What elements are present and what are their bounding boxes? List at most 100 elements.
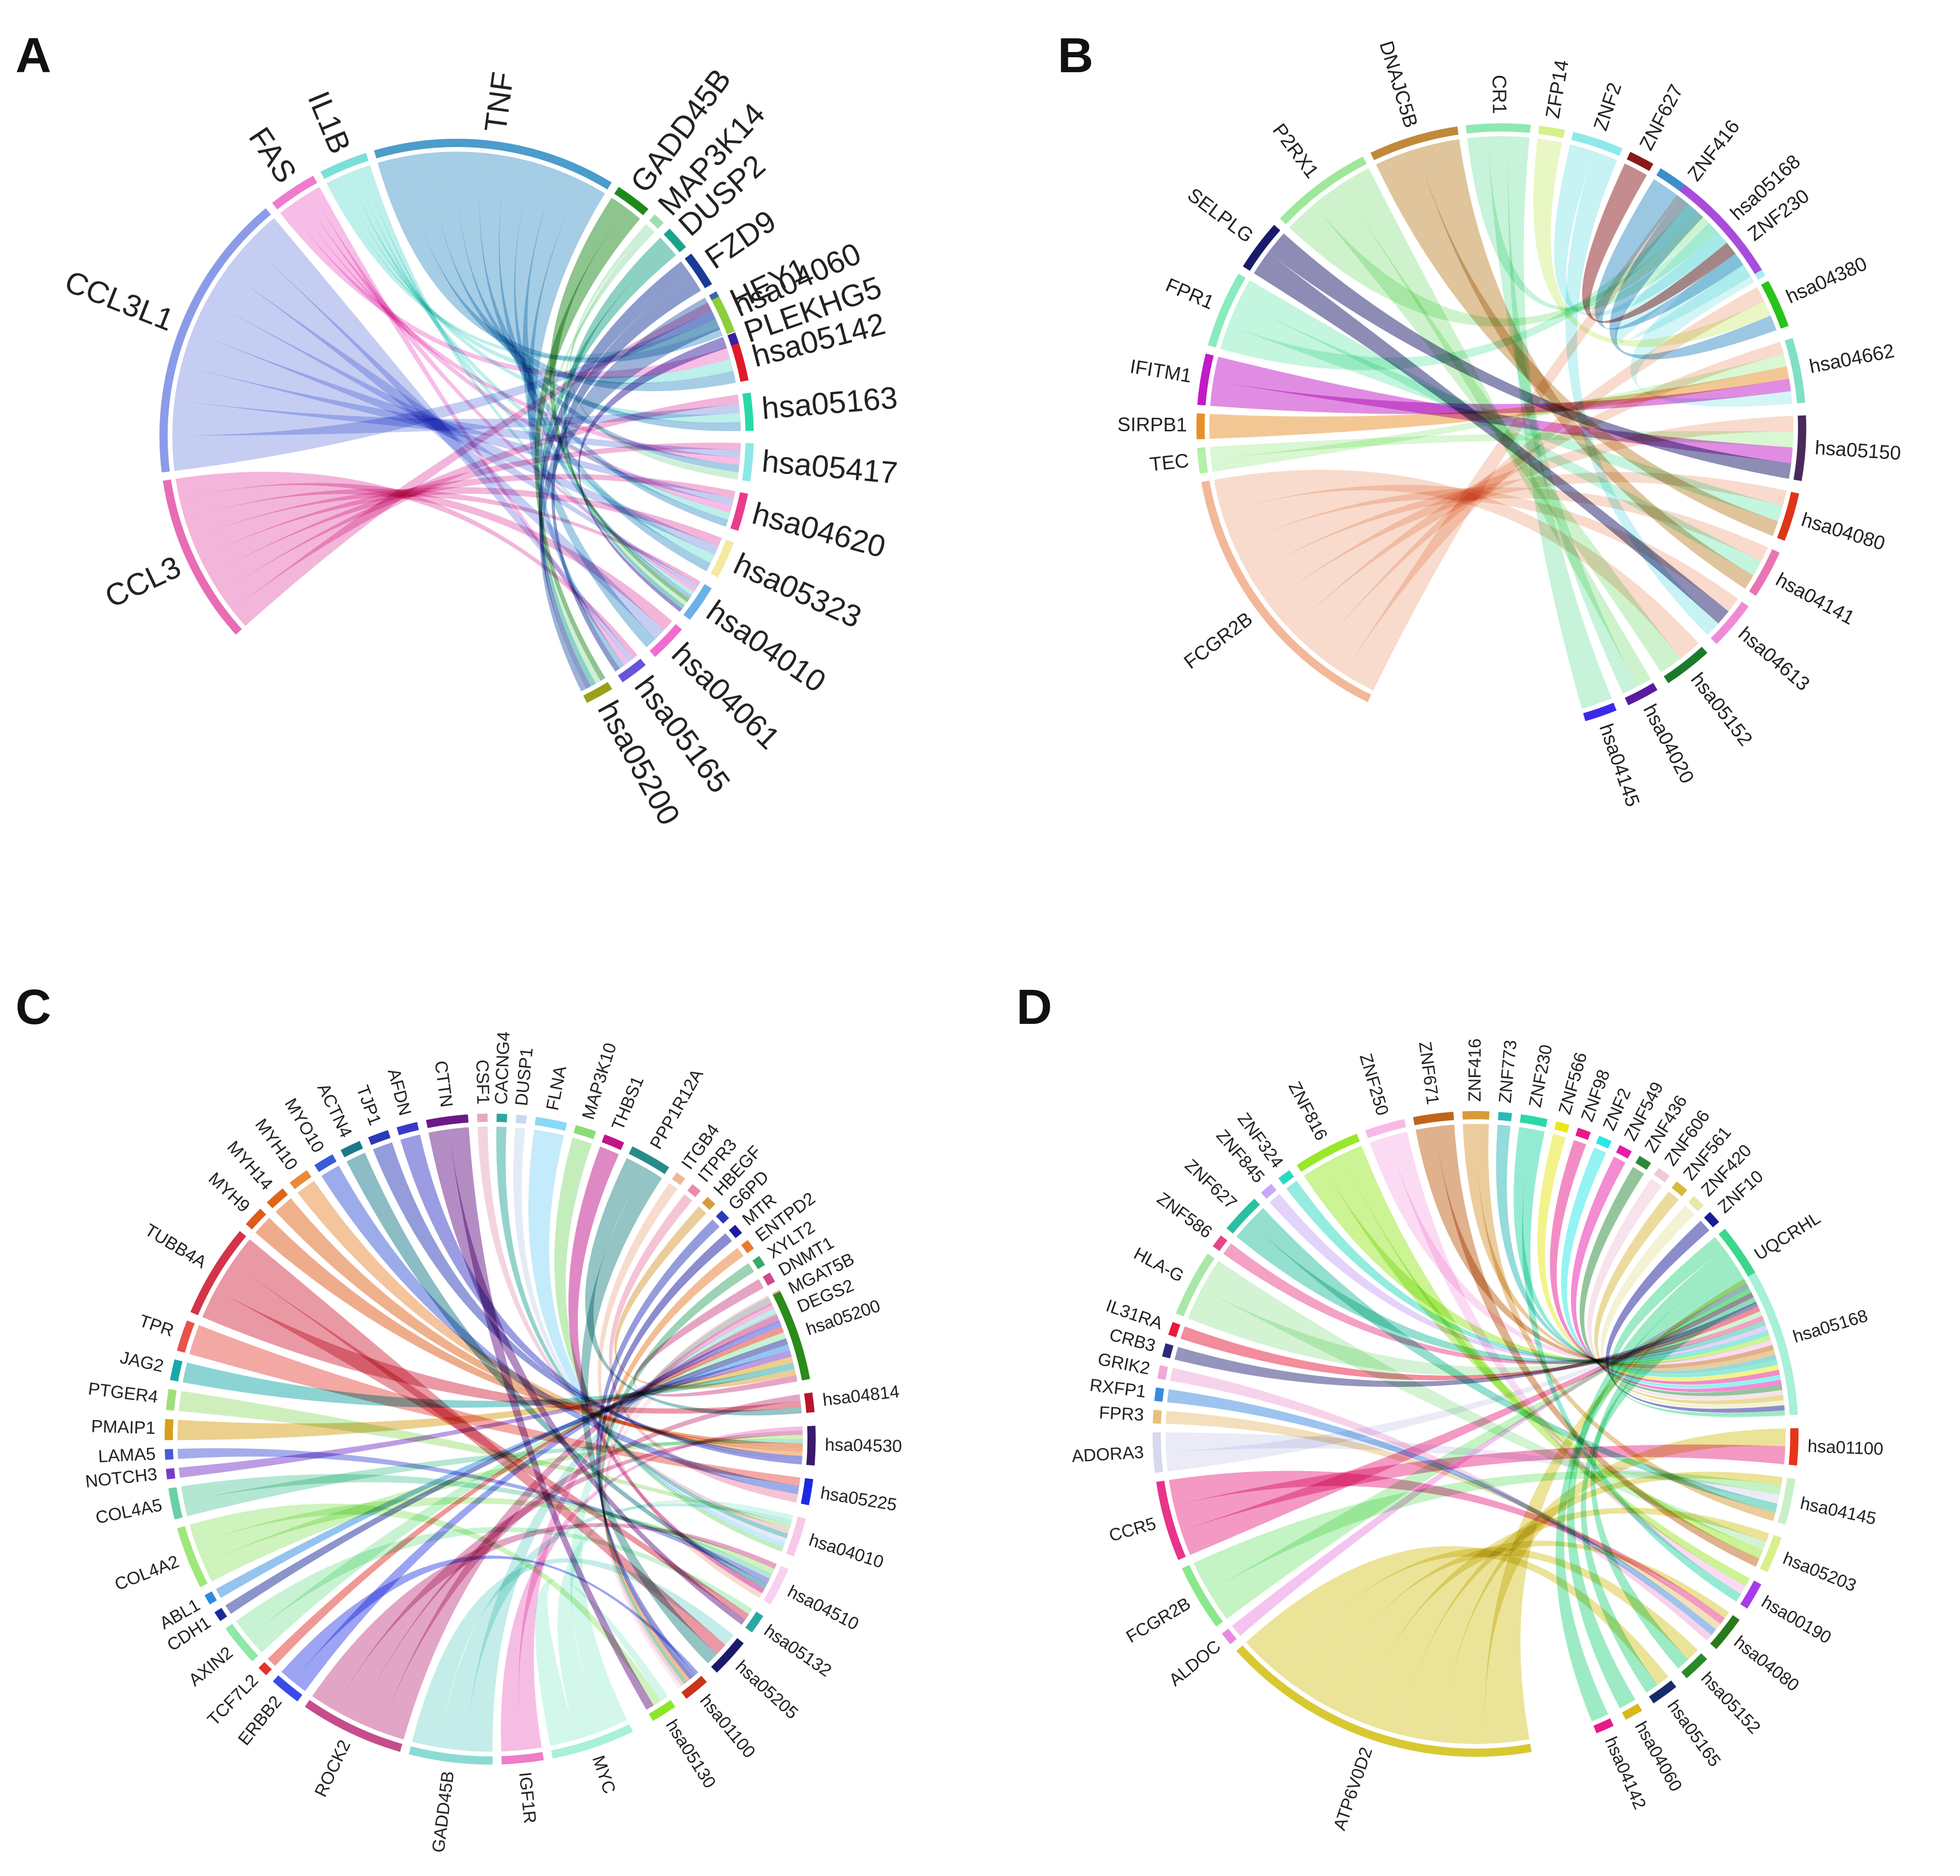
panel-c-gene-arc-dusp1 [515, 1115, 527, 1124]
panel-c-gene-arc-ptger4 [166, 1389, 177, 1411]
panel-d-gene-arc-crb3 [1162, 1343, 1174, 1359]
panel-d-gene-arc-znf773 [1498, 1112, 1512, 1121]
panel-c-pathway-arc-hsa04510 [763, 1565, 789, 1605]
panel-b-chord-sirpb1-hsa04662 [1209, 366, 1789, 439]
panel-a-pathway-arc-hsa04061 [650, 624, 682, 657]
panel-d-chord-atp6v0d2-hsa05152 [1278, 1547, 1698, 1699]
panel-c-chord-tubb4a-hsa04814 [202, 1290, 801, 1414]
panel-c-gene-arc-entpd2 [741, 1239, 754, 1253]
panel-d-gene-arc-znf549 [1616, 1145, 1632, 1159]
panel-c-chord-cttn-hsa05130 [448, 1127, 654, 1710]
panel-a-pathway-arc-hsa04060 [711, 296, 735, 335]
panel-c-gene-arc-itpr3 [687, 1184, 701, 1197]
panel-c-chord-ptger4-hsa04010 [179, 1391, 791, 1529]
panel-d-gene-arc-aldoc [1222, 1628, 1237, 1644]
panel-c-pathway-arc-hsa05130 [649, 1700, 675, 1721]
panel-d-pathway-arc-hsa05152 [1681, 1653, 1707, 1678]
panel-b-pathway-arc-hsa05150 [1793, 415, 1806, 481]
panel-c-gene-arc-hbegf [702, 1197, 716, 1210]
panel-a-pathway-arc-hsa05142 [731, 343, 749, 382]
panel-c-chord-erbb2-hsa01100 [281, 1555, 699, 1682]
panel-a-chord-ccl3-hsa04620 [200, 474, 736, 576]
panel-c-pathway-arc-hsa04814 [804, 1392, 815, 1413]
panel-b-gene-arc-selplg [1243, 224, 1281, 271]
panel-c-gene-arc-cdh1 [214, 1608, 228, 1621]
panel-d-chord-uqcrhl-hsa05152 [1591, 1275, 1750, 1669]
panel-c-gene-arc-g6pd [716, 1210, 730, 1224]
panel-d-chord-adora3-hsa05168 [1166, 1297, 1756, 1472]
panel-a-pathway-arc-hsa05323 [710, 540, 734, 578]
panel-c-gene-arc-col4a2 [177, 1526, 208, 1588]
panel-c-pathway-arc-hsa05200 [772, 1291, 811, 1381]
panel-c-chords [177, 1127, 803, 1752]
panel-a-gene-arc-plekhg5 [727, 332, 739, 347]
panel-d-gene-arc-znf606 [1654, 1168, 1670, 1183]
panel-c-chord-map3k10-hsa04010 [554, 1137, 784, 1552]
panel-c-gene-arc-actn4 [341, 1140, 363, 1157]
panel-c-gene-arc-myh9 [246, 1209, 266, 1230]
panel-a-chord-hey1-hsa05200 [539, 297, 720, 692]
panel-d-pathway-arc-hsa04142 [1593, 1718, 1614, 1734]
panel-a-chord-gadd45b-hsa05200 [534, 207, 640, 681]
panel-c-gene-arc-abl1 [204, 1591, 217, 1605]
panel-a-gene-arc-ccl3 [163, 479, 242, 635]
panel-a-chord-tnf-hsa05323 [498, 156, 711, 572]
panel-c-gene-arc-myh10 [289, 1170, 312, 1189]
panel-b-pathway-arc-hsa04380 [1761, 281, 1789, 329]
panel-d-chord-znf671-hsa05168 [1415, 1127, 1774, 1368]
panel-c-gene-arc-erbb2 [272, 1675, 303, 1702]
panel-d-gene-label: ADORA3 [1071, 1443, 1144, 1466]
panel-a-chords [172, 152, 741, 692]
panel-b-chord-cr1-hsa04020 [1488, 136, 1638, 694]
panel-b-pathway-arc-hsa05168 [1680, 185, 1762, 274]
panel-d-chord-atp6v0d2-hsa01100 [1440, 1428, 1786, 1744]
panel-c-gene-arc-dnmt1 [763, 1273, 775, 1286]
panel-d-gene-arc-fcgr2b [1181, 1564, 1223, 1627]
panel-d-chord-ccr5-hsa01100 [1174, 1444, 1786, 1531]
panel-c-chord-mtr-hsa01100 [598, 1233, 732, 1679]
panel-a-chord-tnf-hsa04060 [377, 156, 723, 363]
panel-d-gene-arc-atp6v0d2 [1236, 1645, 1532, 1757]
panel-d-chord-adora3-hsa04145 [1165, 1432, 1780, 1504]
panel-a-gene-arc-gadd45b [614, 187, 649, 216]
panel-d-chord-atp6v0d2-hsa05203 [1354, 1508, 1770, 1734]
panel-d-chord-znf324-hsa05168 [1286, 1180, 1770, 1364]
panel-a-chord-ccl3l1-hsa05417 [174, 365, 741, 458]
panel-d-gene-arc-hla-g [1176, 1253, 1214, 1317]
panel-b-pathway-arc-hsa04145 [1583, 703, 1617, 722]
panel-b-gene-arc-fpr1 [1208, 273, 1246, 348]
panel-a-letter: A [15, 28, 51, 83]
panel-a-gene-arc-il1b [320, 153, 369, 180]
panel-b-gene-arc-cr1 [1466, 123, 1531, 134]
panel-d-pathway-arc-hsa05203 [1760, 1535, 1781, 1573]
panel-c-chord-myc-hsa05200 [570, 1297, 772, 1731]
panel-b-chord-ifitm1-hsa04662 [1210, 379, 1791, 415]
panel-b-gene-arc-tec [1197, 447, 1208, 474]
panel-b-chord-fcgr2b-hsa05168 [1343, 194, 1688, 691]
panel-c-pathway-arc-hsa01100 [681, 1675, 707, 1699]
panel-a-pathway-arc-hsa05165 [618, 658, 646, 682]
panel-c-gene-label: CSF1 [472, 1059, 493, 1105]
panel-c-chord-entpd2-hsa01100 [600, 1248, 744, 1682]
panel-c-chord-tubb4a-hsa05205 [231, 1239, 726, 1655]
panel-c-gene-arc-axin2 [225, 1623, 258, 1661]
panel-a-pathway-arc-hsa04010 [683, 584, 712, 620]
panel-c-pathway-arc-hsa04010 [786, 1516, 806, 1557]
panel-d-chord-hla-g-hsa05203 [1201, 1261, 1767, 1551]
panel-c-chord-lama5-hsa04510 [177, 1448, 770, 1584]
panel-b-pathway-arc-hsa04020 [1625, 682, 1658, 706]
panel-c-gene-arc-jag2 [170, 1359, 183, 1382]
panel-d-chord-atp6v0d2-hsa04145 [1396, 1472, 1783, 1742]
panel-b-gene-label: CR1 [1488, 75, 1510, 114]
panel-b-chord-zfp14-hsa04380 [1533, 138, 1771, 347]
panel-d-gene-arc-il31ra [1168, 1322, 1180, 1337]
panel-b-pathway-arc-hsa04613 [1710, 601, 1749, 644]
panel-c-gene-arc-col4a5 [168, 1487, 183, 1520]
panel-c-gene-arc-myc [551, 1724, 633, 1759]
panel-c-pathway-arc-hsa04530 [806, 1426, 816, 1466]
panel-c-chord-jag2-hsa05200 [183, 1362, 795, 1408]
panel-d-gene-arc-adora3 [1153, 1432, 1163, 1473]
panel-d-pathway-arc-hsa01100 [1789, 1428, 1799, 1466]
panel-b-chord-fcgr2b-hsa04662 [1290, 341, 1784, 654]
